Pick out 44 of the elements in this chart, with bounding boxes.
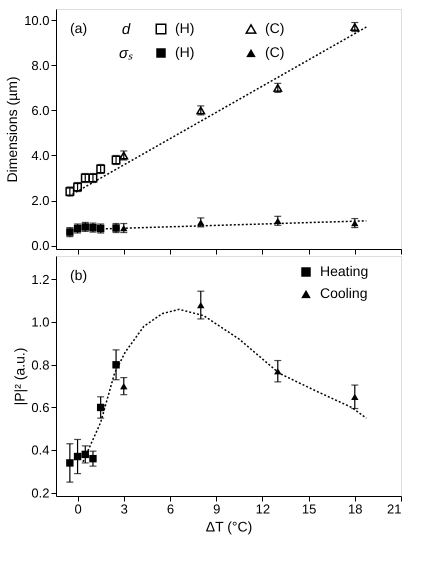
x-tick-label: 6 [166, 502, 174, 516]
legend-label: (C) [265, 20, 284, 36]
y-tick-label: 0.6 [31, 400, 50, 415]
y-tick-label: 0.8 [31, 357, 50, 372]
legend-label: Cooling [320, 285, 368, 301]
legend-label: (H) [175, 20, 194, 36]
point [274, 368, 282, 374]
point [120, 382, 128, 390]
y-tick-label: 0.2 [31, 485, 50, 500]
x-tick-label: 18 [348, 502, 363, 516]
point [89, 454, 97, 462]
legend-label: (H) [175, 44, 194, 60]
y-tick-label: 6.0 [31, 102, 50, 118]
point [82, 450, 89, 458]
x-axis-title: ΔT (°C) [206, 518, 252, 534]
annotation: (a) [70, 20, 88, 36]
y-tick-label: 4.0 [31, 148, 50, 163]
legend-label: (C) [265, 44, 284, 60]
y-tick-label: 2.0 [31, 193, 50, 208]
x-tick-label: 3 [120, 502, 128, 516]
y-tick-label: 8.0 [31, 58, 50, 73]
y-tick-label: 0.4 [31, 442, 50, 458]
y-tick-label: 1.2 [31, 272, 50, 287]
annotation: σₛ [118, 45, 134, 62]
point [112, 361, 120, 369]
y-axis-title: Dimensions (µm) [4, 76, 20, 183]
point [120, 224, 128, 232]
x-tick-label: 0 [74, 502, 82, 516]
point [96, 404, 104, 412]
y-axis-title: |P|² (a.u.) [11, 348, 28, 406]
x-tick-label: 9 [213, 502, 220, 516]
x-tick-label: 15 [302, 502, 316, 516]
point [66, 459, 74, 467]
x-tick-label: 21 [387, 502, 402, 516]
y-tick-label: 0.0 [31, 238, 50, 254]
x-tick-label: 12 [256, 502, 270, 516]
point [351, 394, 359, 400]
legend-label: Heating [320, 263, 368, 279]
annotation: d [122, 21, 131, 38]
point [197, 302, 204, 308]
point [74, 452, 82, 460]
y-tick-label: 1.0 [31, 314, 50, 330]
y-tick-label: 10.0 [24, 12, 50, 28]
annotation: (b) [70, 267, 88, 283]
